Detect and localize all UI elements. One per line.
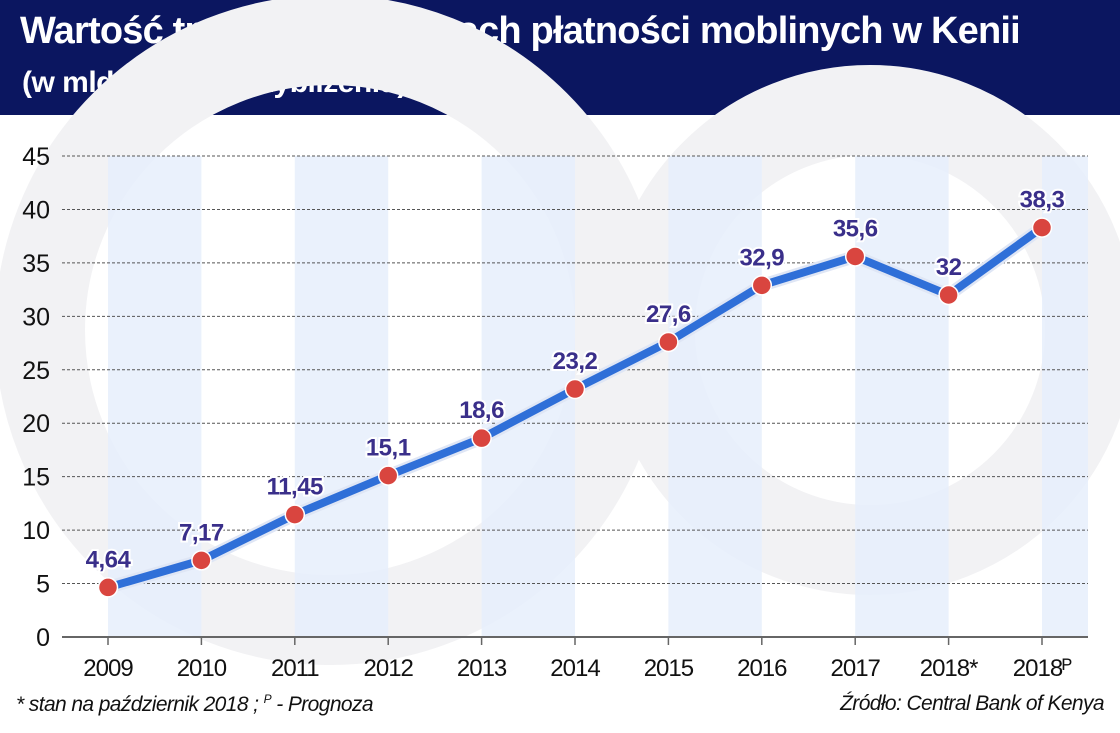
source-note: Źródło: Central Bank of Kenya bbox=[840, 692, 1105, 715]
data-label: 11,45 bbox=[267, 474, 323, 501]
x-tick-label: 2017 bbox=[831, 655, 881, 682]
x-tick-label: 2016 bbox=[737, 655, 787, 682]
data-label: 27,6 bbox=[646, 301, 691, 328]
column-band bbox=[108, 156, 202, 637]
data-point bbox=[1031, 217, 1053, 238]
y-tick-label: 0 bbox=[36, 624, 50, 652]
x-tick-label: 2018* bbox=[920, 655, 978, 682]
footnote-text: * stan na październik 2018 ; bbox=[16, 693, 264, 716]
data-label: 4,64 bbox=[86, 546, 132, 573]
y-tick-label: 45 bbox=[22, 143, 50, 171]
column-band bbox=[1042, 156, 1088, 637]
data-label: 18,6 bbox=[459, 397, 504, 424]
footnote-sup: P bbox=[263, 692, 272, 706]
data-label: 38,3 bbox=[1020, 187, 1065, 214]
data-point bbox=[377, 465, 399, 486]
y-tick-label: 30 bbox=[22, 303, 50, 331]
data-point bbox=[471, 427, 492, 449]
x-tick-label: 2014 bbox=[550, 655, 600, 682]
column-band bbox=[855, 156, 949, 637]
data-point bbox=[658, 331, 679, 353]
footnote: * stan na październik 2018 ; P - Prognoz… bbox=[16, 692, 374, 717]
data-point bbox=[938, 284, 959, 306]
y-tick-label: 35 bbox=[22, 250, 50, 278]
column-band bbox=[294, 156, 389, 637]
footnote-suffix: - Prognoza bbox=[271, 693, 373, 716]
x-tick-label: 2015 bbox=[644, 655, 694, 682]
data-point bbox=[97, 577, 119, 598]
data-label: 32,9 bbox=[739, 244, 784, 271]
x-tick-label: 2012 bbox=[364, 655, 414, 682]
data-point bbox=[564, 378, 586, 400]
y-tick-label: 15 bbox=[22, 464, 50, 492]
x-tick-label: 2011 bbox=[271, 655, 319, 682]
data-label: 23,2 bbox=[553, 348, 598, 375]
y-tick-label: 25 bbox=[22, 357, 50, 385]
data-label: 35,6 bbox=[833, 215, 878, 242]
x-tick-label: 2013 bbox=[457, 655, 507, 682]
x-tick-label: 2009 bbox=[83, 655, 133, 682]
data-point bbox=[191, 550, 212, 571]
data-point bbox=[751, 275, 773, 296]
y-tick-label: 20 bbox=[22, 410, 50, 438]
data-label: 7,17 bbox=[179, 519, 224, 546]
data-point bbox=[844, 246, 866, 267]
y-tick-label: 40 bbox=[22, 196, 50, 224]
data-label: 32 bbox=[936, 254, 962, 281]
x-tick-label: 2018ᴾ bbox=[1013, 655, 1072, 682]
y-tick-label: 5 bbox=[36, 571, 50, 599]
data-label: 15,1 bbox=[366, 435, 411, 462]
y-tick-label: 10 bbox=[22, 517, 50, 545]
x-tick-label: 2010 bbox=[177, 655, 227, 682]
data-point bbox=[284, 504, 306, 525]
column-band bbox=[668, 156, 762, 637]
